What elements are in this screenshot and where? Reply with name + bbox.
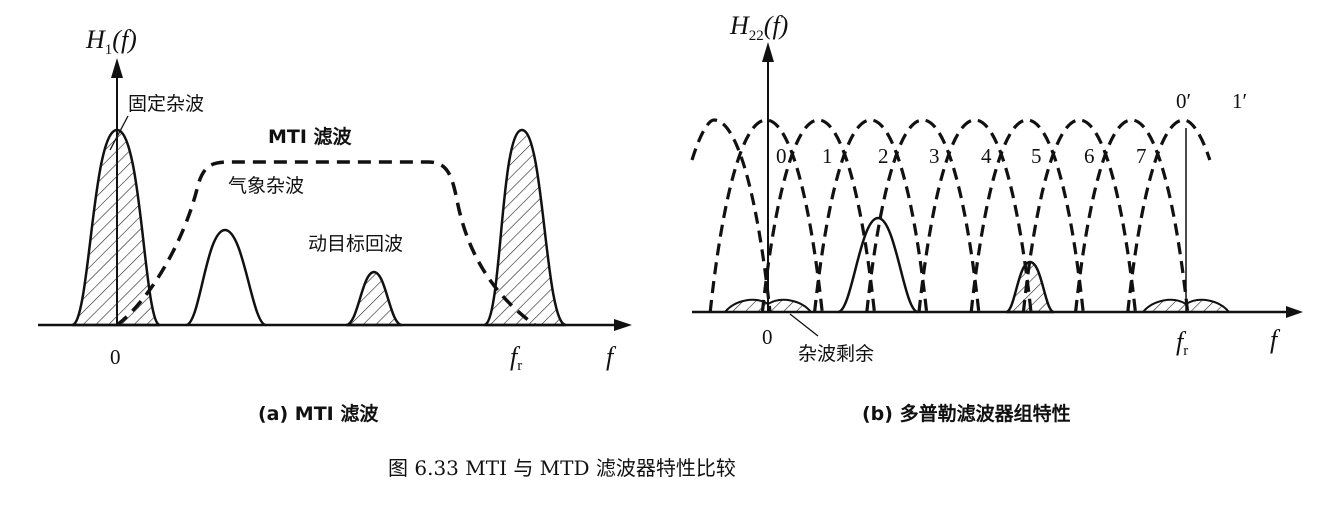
residue-lobe-left (722, 298, 814, 313)
echo-peak-2 (837, 216, 919, 314)
filter-number-1: 1 (822, 144, 833, 168)
right-x-label: f (1270, 325, 1281, 354)
moving-target-peak (345, 270, 403, 327)
right-y-label: H22(f) (729, 11, 788, 44)
right-x-axis-arrow (1286, 306, 1303, 318)
mti-filter-label: MTI 滤波 (268, 125, 353, 148)
filter-number-4: 4 (981, 144, 992, 168)
left-caption: (a) MTI 滤波 (258, 402, 379, 425)
filter-number-7: 7 (1136, 144, 1147, 168)
filter-number-3: 3 (929, 144, 940, 168)
filter-number-2: 2 (878, 144, 889, 168)
right-caption: (b) 多普勒滤波器组特性 (862, 402, 1071, 425)
filter-number-5: 5 (1031, 144, 1042, 168)
weather-clutter-label: 气象杂波 (228, 175, 304, 197)
clutter-residue-leader (789, 313, 819, 337)
right-origin-label: 0 (762, 325, 773, 349)
doppler-filter-bank (690, 118, 1212, 313)
filter-number-6: 6 (1084, 144, 1095, 168)
weather-clutter-peak (185, 228, 267, 327)
mti-filter-curve (115, 160, 537, 327)
left-x-axis-arrow (614, 319, 632, 331)
left-x-label: f (606, 342, 617, 371)
echo-peak-5 (1005, 260, 1055, 314)
clutter-residue-label: 杂波剩余 (798, 343, 874, 365)
moving-target-label: 动目标回波 (308, 233, 403, 255)
left-y-axis-arrow (111, 58, 123, 78)
fr-clutter-peak (483, 128, 567, 327)
left-fr-label: fr (510, 342, 522, 374)
prime-label-0: 0′ (1176, 89, 1191, 113)
left-origin-label: 0 (110, 345, 121, 369)
left-y-label: H1(f) (85, 25, 137, 58)
fixed-clutter-label: 固定杂波 (128, 93, 204, 115)
filter-number-0: 0 (776, 144, 787, 168)
filter-lobe-9 (1126, 118, 1212, 313)
prime-label-1: 1′ (1232, 89, 1247, 113)
right-panel: 0 1 2 3 4 5 6 7 0′ 1′ H22(f) 0 杂波剩余 fr f… (690, 11, 1303, 425)
figure-caption: 图 6.33 MTI 与 MTD 滤波器特性比较 (388, 456, 736, 480)
filter-lobe-0 (690, 118, 772, 313)
fixed-clutter-leader (109, 115, 129, 151)
right-y-axis-arrow (762, 42, 774, 62)
right-fr-label: fr (1176, 327, 1188, 359)
left-panel: H1(f) 固定杂波 MTI 滤波 气象杂波 动目标回波 0 fr f (a) … (38, 25, 632, 425)
fixed-clutter-peak (71, 128, 162, 327)
